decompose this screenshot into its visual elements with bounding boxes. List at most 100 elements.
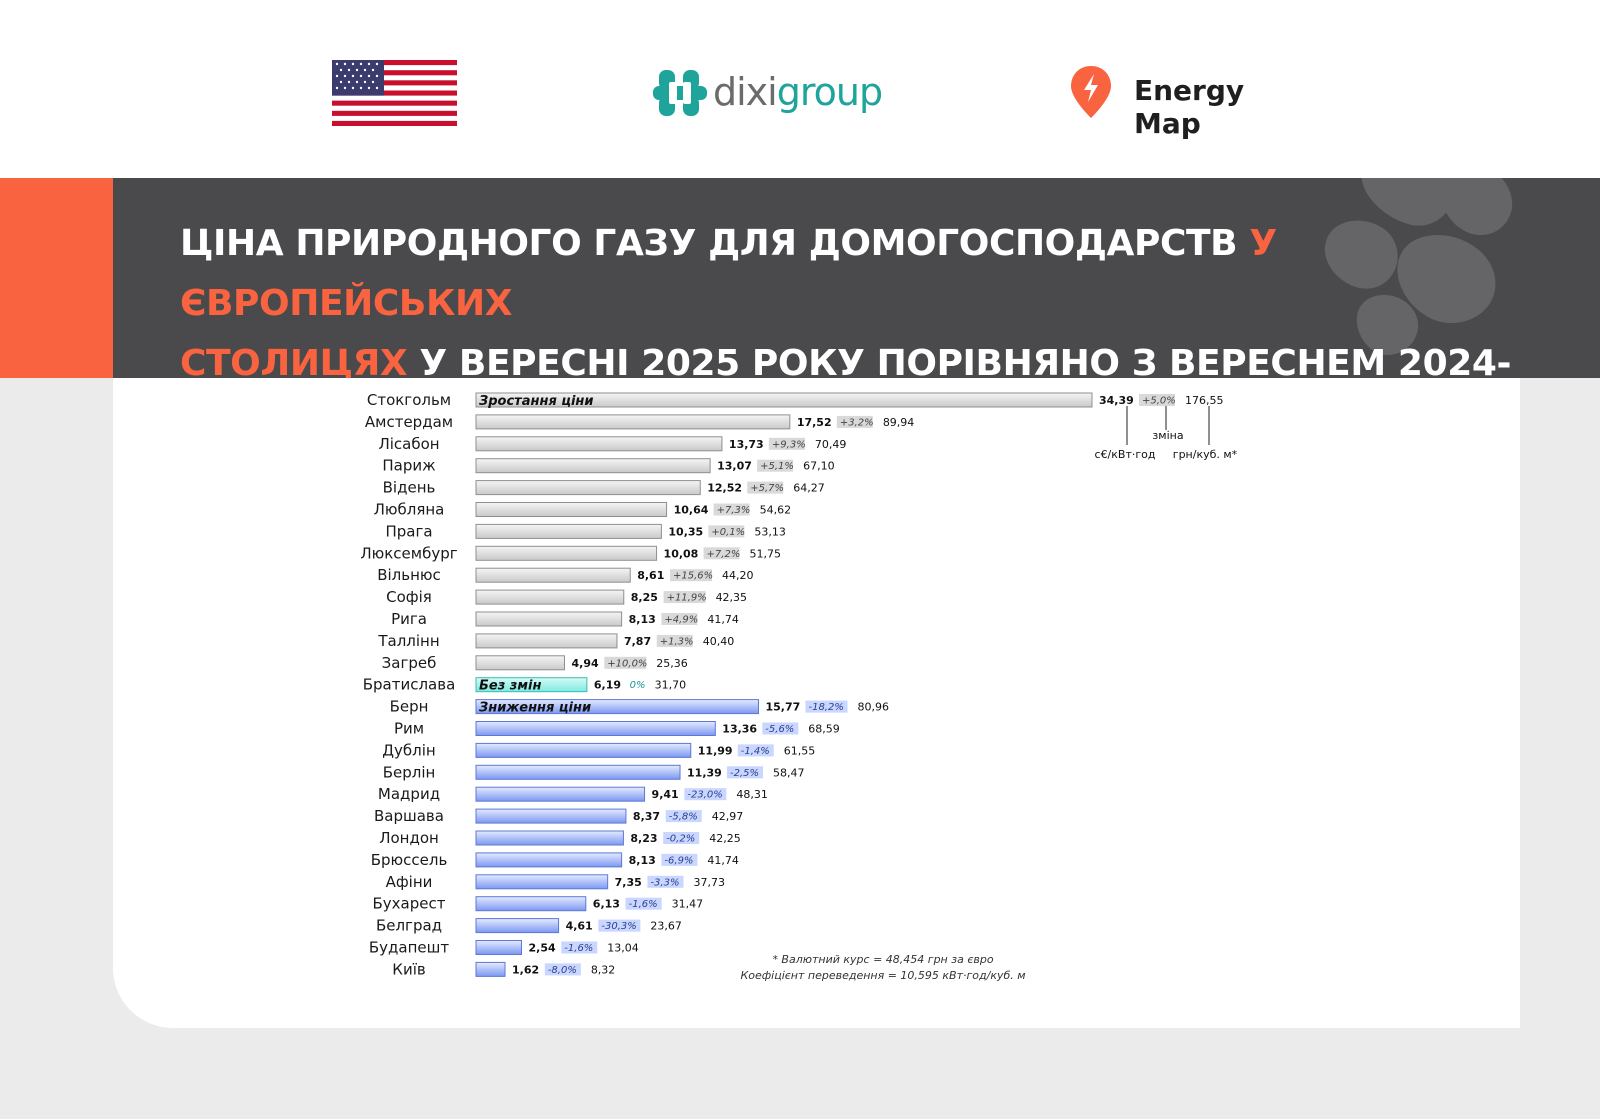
change-label: -5,8%: [669, 812, 698, 823]
chart-row: Афіни 7,35 -3,3% 37,73: [386, 873, 725, 891]
change-badge: [663, 832, 700, 844]
value-label: 12,52: [707, 482, 742, 495]
chart-row: Бухарест 6,13 -1,6% 31,47: [373, 895, 704, 913]
uah-label: 42,97: [712, 810, 744, 823]
bar: [475, 742, 692, 758]
change-badge: [757, 459, 794, 472]
chart-row: Белград 4,61 -30,3% 23,67: [376, 917, 682, 935]
city-label: Вільнюс: [377, 566, 441, 584]
uah-label: 70,49: [815, 438, 847, 451]
uah-label: 41,74: [707, 613, 739, 626]
value-label: 10,35: [668, 525, 703, 538]
change-badge: [762, 722, 799, 735]
change-badge: [665, 810, 702, 823]
change-badge: [561, 941, 598, 954]
value-label: 7,87: [624, 635, 651, 648]
bar: [475, 523, 662, 539]
change-label: +7,3%: [717, 505, 751, 516]
value-label: 8,13: [629, 613, 656, 626]
change-badge: [544, 963, 581, 976]
uah-label: 41,74: [707, 854, 739, 867]
bar: [475, 611, 623, 627]
change-badge: [647, 875, 684, 888]
chart-row: Стокгольм Зростання ціни 34,39 +5,0% 176,55: [367, 391, 1224, 409]
change-label: -1,4%: [741, 746, 770, 757]
city-label: Стокгольм: [367, 391, 451, 409]
value-label: 34,39: [1099, 394, 1134, 407]
chart-row: Рим 13,36 -5,6% 68,59: [394, 720, 840, 738]
map-pin-icon: [1071, 66, 1111, 118]
change-badge: [703, 547, 740, 560]
chart-row: Берн Зниження ціни 15,77 -18,2% 80,96: [390, 698, 889, 716]
uah-label: 44,20: [722, 569, 754, 582]
change-badge: [625, 897, 662, 910]
chart-row: Брюссель 8,13 -6,9% 41,74: [371, 851, 739, 869]
uah-label: 42,35: [716, 591, 748, 604]
uah-label: 176,55: [1185, 394, 1224, 407]
city-label: Любляна: [374, 501, 445, 519]
uah-label: 37,73: [693, 876, 725, 889]
change-label: +10,0%: [607, 658, 647, 669]
legend-value-unit: с€/кВт·год: [1095, 448, 1156, 461]
change-label: -23,0%: [687, 790, 722, 801]
bar: [475, 589, 625, 605]
change-badge: [737, 744, 774, 757]
footnote-conversion: Коефіцієнт переведення = 10,595 кВт·год/…: [740, 969, 1025, 982]
chart-row: Амстердам 17,52 +3,2% 89,94: [365, 413, 914, 431]
city-label: Берлін: [383, 763, 436, 781]
uah-label: 42,25: [709, 832, 741, 845]
bar: [475, 436, 723, 452]
bar: [475, 721, 716, 736]
chart-row: Мадрид 9,41 -23,0% 48,31: [378, 785, 768, 803]
change-label: -0,2%: [666, 834, 695, 845]
page-title: ЦІНА ПРИРОДНОГО ГАЗУ ДЛЯ ДОМОГОСПОДАРСТВ…: [180, 214, 1520, 378]
change-label: +15,6%: [673, 571, 713, 582]
uah-label: 68,59: [808, 723, 840, 736]
bar: [475, 567, 631, 583]
dixigroup-logo: dixigroup: [653, 66, 883, 120]
legend-uah-unit: грн/куб. м*: [1173, 448, 1238, 461]
chart-row: Париж 13,07 +5,1% 67,10: [382, 457, 834, 475]
value-label: 6,19: [594, 679, 621, 692]
chart-card: Стокгольм Зростання ціни 34,39 +5,0% 176,55 А…: [113, 378, 1520, 1028]
bar: [475, 786, 646, 802]
change-badge: [708, 525, 745, 538]
change-badge: [661, 853, 698, 866]
chart-row: Рига 8,13 +4,9% 41,74: [391, 610, 739, 628]
value-label: 8,13: [629, 854, 656, 867]
value-label: 13,36: [722, 723, 757, 736]
chart-row: Відень 12,52 +5,7% 64,27: [383, 479, 825, 497]
change-badge: [598, 919, 641, 932]
bar: [475, 874, 609, 890]
city-label: Рим: [394, 720, 424, 738]
city-label: Відень: [383, 479, 436, 497]
uah-label: 31,47: [672, 898, 704, 911]
city-label: Брюссель: [371, 851, 448, 869]
footnote-exchange-rate: * Валютний курс = 48,454 грн за євро: [772, 953, 993, 966]
chart-row: Лондон 8,23 -0,2% 42,25: [379, 829, 741, 847]
value-label: 8,37: [633, 810, 660, 823]
value-label: 4,61: [566, 920, 593, 933]
chart-row: Варшава 8,37 -5,8% 42,97: [374, 807, 743, 825]
chart-row: Лісабон 13,73 +9,3% 70,49: [378, 435, 846, 453]
value-label: 7,35: [615, 876, 642, 889]
chart-row: Дублін 11,99 -1,4% 61,55: [382, 741, 815, 759]
dixigroup-mark-icon: [653, 70, 707, 116]
bar: [475, 830, 624, 846]
value-label: 4,94: [571, 657, 598, 670]
dixigroup-word-2: group: [776, 70, 883, 114]
value-label: 15,77: [765, 701, 800, 714]
chart-row: Вільнюс 8,61 +15,6% 44,20: [377, 566, 753, 584]
city-label: Загреб: [382, 654, 437, 672]
chart-row: Київ 1,62 -8,0% 8,32: [392, 960, 615, 978]
uah-label: 67,10: [803, 460, 835, 473]
city-label: Берн: [390, 698, 429, 716]
bar: [475, 896, 587, 912]
chart-row: Берлін 11,39 -2,5% 58,47: [383, 763, 805, 781]
change-label: -5,6%: [765, 724, 794, 735]
chart-row: Загреб 4,94 +10,0% 25,36: [382, 654, 688, 672]
change-label: +1,3%: [660, 636, 694, 647]
bar: [475, 699, 759, 715]
change-badge: [1139, 394, 1175, 406]
change-label: -3,3%: [650, 877, 679, 888]
